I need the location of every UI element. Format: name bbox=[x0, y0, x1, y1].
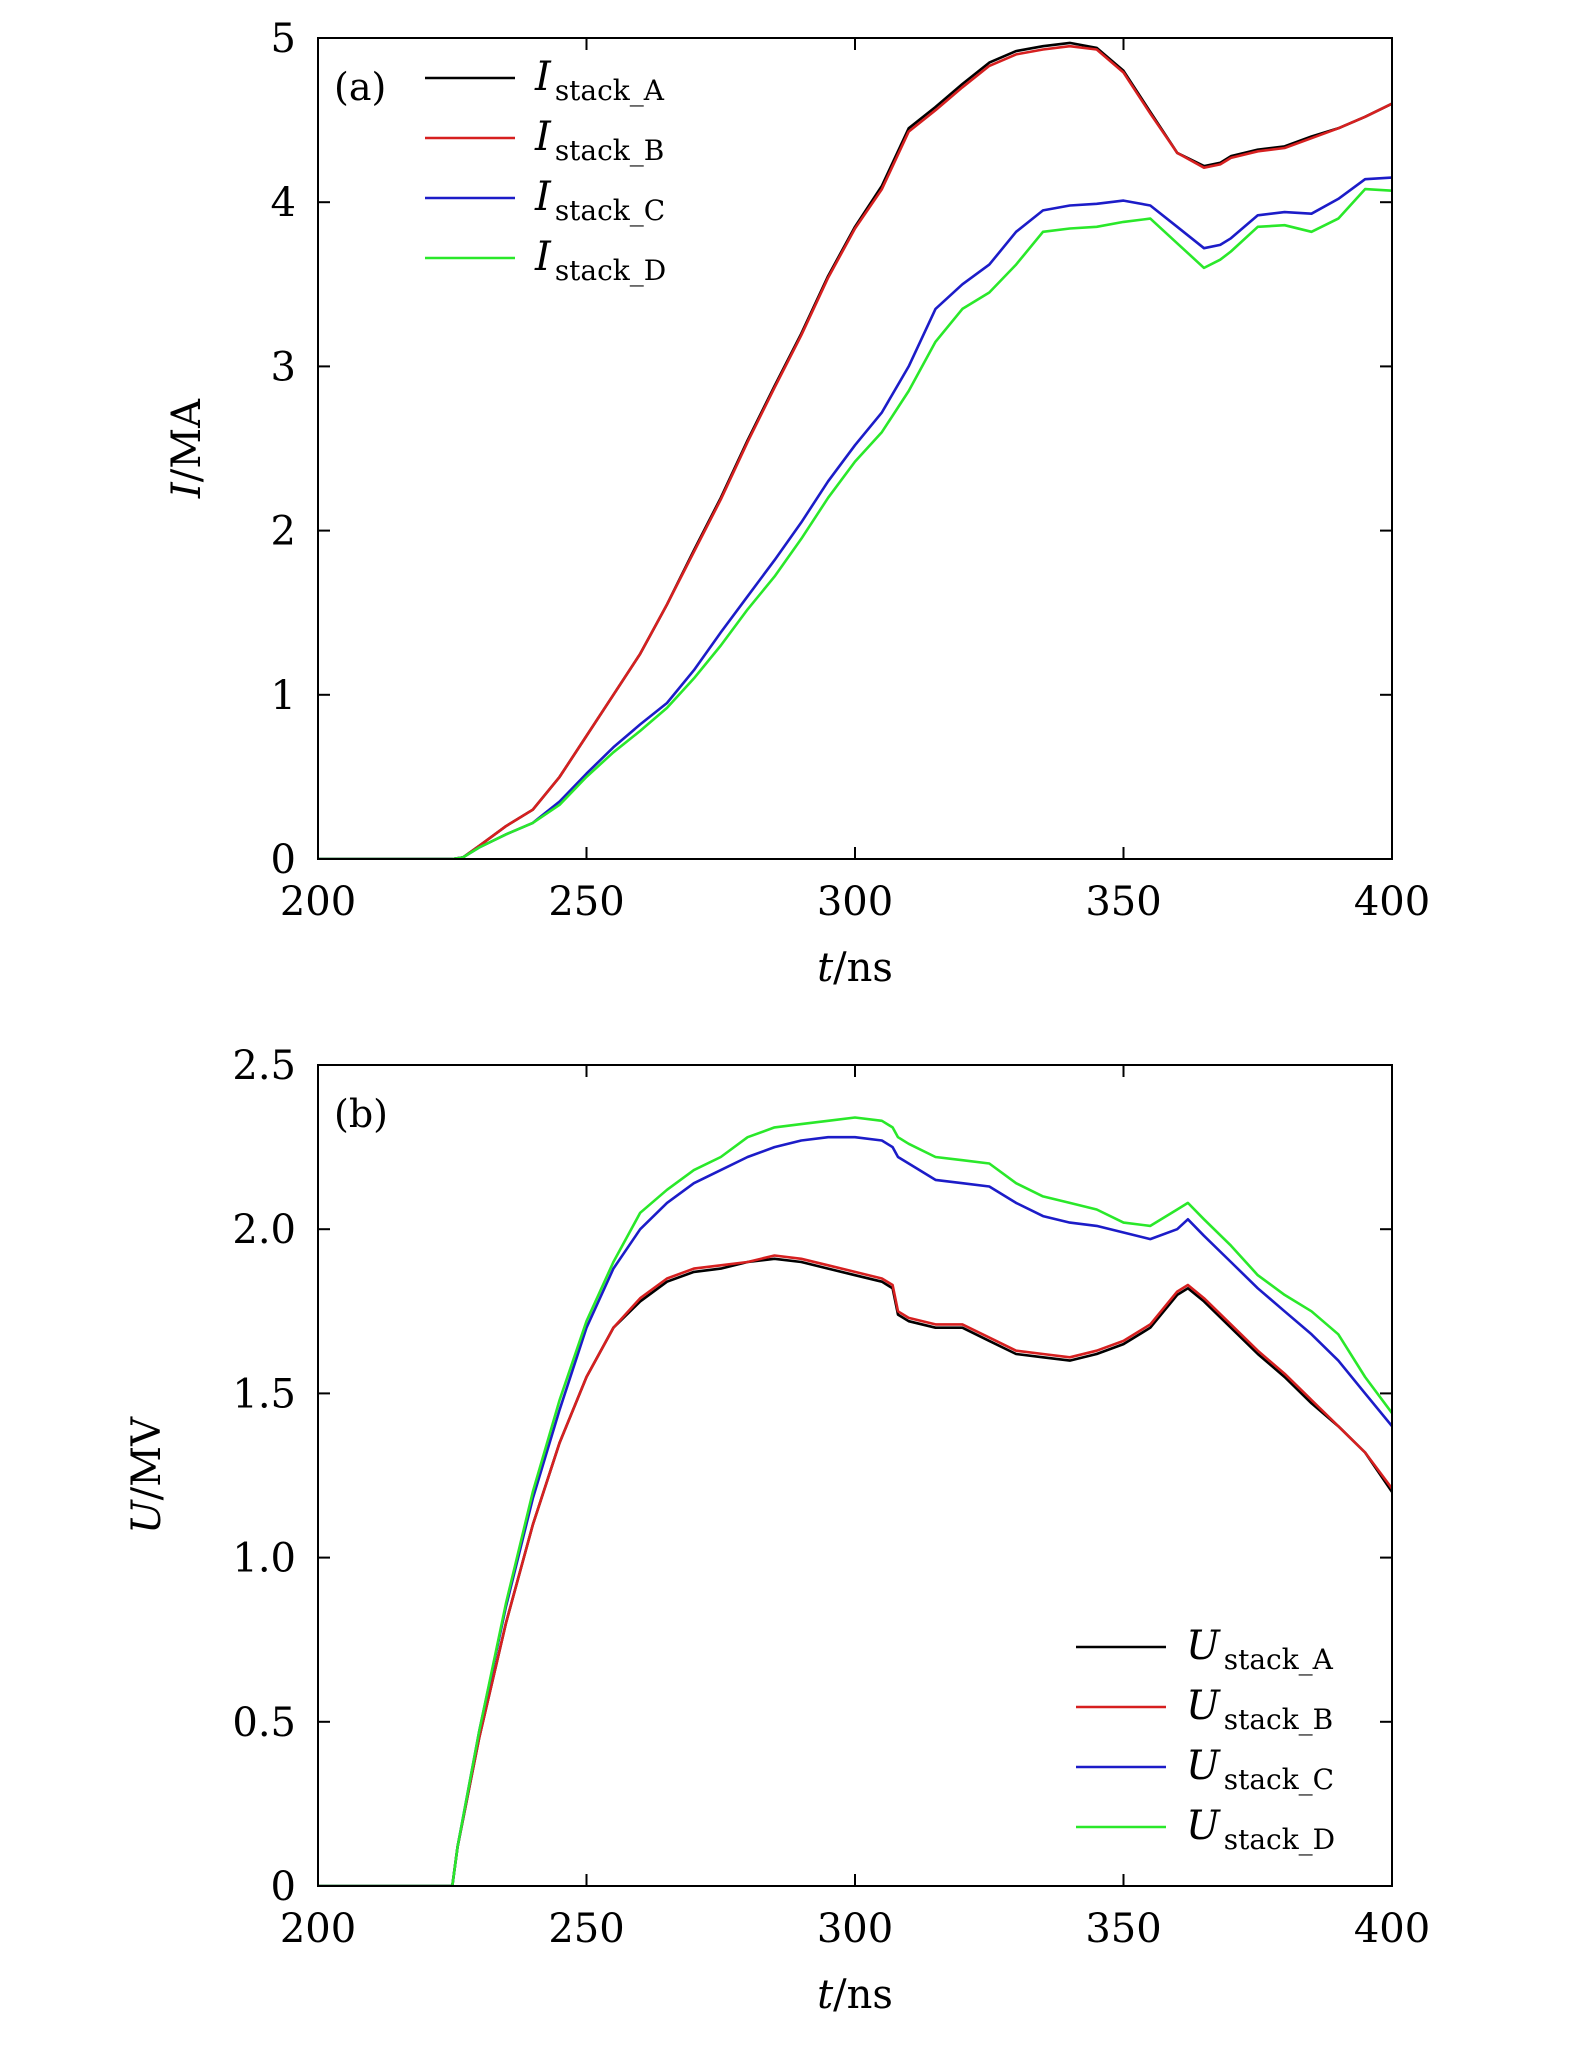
legend-subscript: stack_C bbox=[1224, 1763, 1334, 1796]
panel-label: (a) bbox=[334, 65, 386, 109]
series-line-stack-b bbox=[318, 44, 1392, 859]
y-tick-label: 2.5 bbox=[232, 1043, 296, 1089]
x-tick-label: 200 bbox=[280, 879, 356, 925]
x-axis-unit: /ns bbox=[833, 1972, 893, 2018]
x-tick-label: 300 bbox=[817, 1906, 893, 1952]
x-tick-label: 250 bbox=[548, 1906, 624, 1952]
legend-symbol: I bbox=[534, 54, 552, 100]
x-axis-unit: /ns bbox=[833, 945, 893, 991]
legend-symbol: U bbox=[1186, 1743, 1221, 1789]
legend-subscript: stack_D bbox=[555, 254, 666, 287]
legend-symbol: U bbox=[1186, 1623, 1221, 1669]
legend-subscript: stack_A bbox=[555, 74, 665, 107]
legend-subscript: stack_D bbox=[1224, 1823, 1335, 1856]
y-tick-label: 0.5 bbox=[232, 1700, 296, 1746]
y-tick-label: 5 bbox=[271, 16, 296, 62]
y-tick-label: 3 bbox=[271, 344, 296, 390]
x-tick-label: 350 bbox=[1085, 879, 1161, 925]
x-tick-label: 400 bbox=[1354, 1906, 1430, 1952]
panel-label: (b) bbox=[334, 1092, 388, 1136]
series-line-stack-c bbox=[318, 1135, 1392, 1886]
y-tick-label: 2.0 bbox=[232, 1207, 296, 1253]
legend-subscript: stack_A bbox=[1224, 1643, 1334, 1676]
y-axis-unit: /MA bbox=[164, 398, 210, 482]
y-tick-label: 0 bbox=[271, 837, 296, 883]
x-axis-label: t/ns bbox=[817, 1972, 893, 2018]
series-line-stack-a bbox=[318, 41, 1392, 859]
y-tick-label: 1.0 bbox=[232, 1536, 296, 1582]
legend-symbol: I bbox=[534, 114, 552, 160]
y-tick-label: 1 bbox=[271, 673, 296, 719]
series-line-stack-d bbox=[318, 187, 1392, 859]
y-axis-symbol: I bbox=[164, 481, 210, 499]
y-axis-symbol: U bbox=[124, 1499, 170, 1534]
plot-frame bbox=[317, 37, 1393, 860]
y-tick-label: 1.5 bbox=[232, 1371, 296, 1417]
legend-subscript: stack_B bbox=[1224, 1703, 1334, 1736]
series-line-stack-c bbox=[318, 176, 1392, 859]
chart-panel-b: 200 250 300 350 400 0 0.5 1.0 1.5 2.0 2.5 t/ns U/MV (… bbox=[124, 1043, 1430, 2018]
x-tick-label: 250 bbox=[548, 879, 624, 925]
x-tick-label: 400 bbox=[1354, 879, 1430, 925]
legend-symbol: I bbox=[534, 234, 552, 280]
legend-subscript: stack_B bbox=[555, 134, 665, 167]
y-tick-label: 4 bbox=[271, 180, 296, 226]
legend-symbol: U bbox=[1186, 1803, 1221, 1849]
series-line-stack-b bbox=[318, 1254, 1392, 1886]
x-axis-label: t/ns bbox=[817, 945, 893, 991]
x-axis-symbol: t bbox=[817, 945, 834, 991]
legend-symbol: U bbox=[1186, 1683, 1221, 1729]
y-axis-label: I/MA bbox=[164, 398, 210, 499]
legend-subscript: stack_C bbox=[555, 194, 665, 227]
x-tick-label: 200 bbox=[280, 1906, 356, 1952]
y-tick-label: 0 bbox=[271, 1864, 296, 1910]
x-tick-label: 300 bbox=[817, 879, 893, 925]
y-axis-unit: /MV bbox=[124, 1416, 170, 1500]
x-axis-symbol: t bbox=[817, 1972, 834, 2018]
legend-symbol: I bbox=[534, 174, 552, 220]
y-axis-label: U/MV bbox=[124, 1416, 170, 1534]
y-tick-label: 2 bbox=[271, 509, 296, 555]
x-tick-label: 350 bbox=[1085, 1906, 1161, 1952]
series-line-stack-d bbox=[318, 1116, 1392, 1886]
